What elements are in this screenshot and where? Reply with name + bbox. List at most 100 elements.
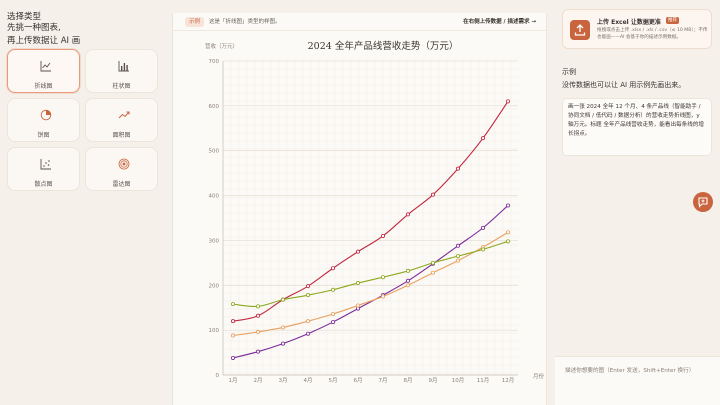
y-tick-label: 300 bbox=[209, 238, 220, 244]
data-point bbox=[330, 266, 335, 271]
data-point bbox=[281, 325, 286, 330]
y-tick-label: 600 bbox=[209, 104, 220, 110]
data-point bbox=[305, 319, 310, 324]
radar-chart-icon bbox=[118, 158, 130, 170]
x-axis-label: 月份 bbox=[533, 372, 545, 380]
chart-type-panel: 选择类型 先挑一种图表, 再上传数据让 AI 画 折线图 柱状图 饼图 面积图 … bbox=[0, 0, 163, 405]
panel-subtitle: 先挑一种图表, 再上传数据让 AI 画 bbox=[7, 22, 87, 48]
input-panel: 上传 Excel 让数据更准 推荐 拖拽或点击上传 .xlsx / .xls /… bbox=[555, 0, 720, 405]
pie-chart-icon bbox=[40, 109, 52, 121]
data-point bbox=[380, 275, 385, 280]
x-tick-label: 4月 bbox=[304, 377, 313, 384]
x-tick-label: 5月 bbox=[329, 377, 338, 384]
panel-subtitle-line2: 再上传数据让 AI 画 bbox=[7, 36, 81, 46]
chart-axes: 0 100 200 300 400 500 600 700 1月 2月 3月 4月 5月 6月 7月 8月 9月… bbox=[209, 59, 518, 384]
y-tick-label: 200 bbox=[209, 283, 220, 289]
data-point bbox=[330, 320, 335, 325]
y-tick-label: 400 bbox=[209, 194, 220, 200]
data-point bbox=[231, 355, 236, 360]
data-point bbox=[430, 260, 435, 265]
data-point bbox=[231, 302, 236, 307]
type-card-radar[interactable]: 雷达图 bbox=[85, 147, 158, 191]
data-point bbox=[505, 203, 510, 208]
upload-icon bbox=[570, 20, 590, 40]
data-point bbox=[480, 136, 485, 141]
x-tick-label: 10月 bbox=[452, 377, 465, 384]
preview-caption: 这是「折线图」类型的样图。 bbox=[209, 19, 281, 25]
data-point bbox=[256, 329, 261, 334]
data-point bbox=[305, 293, 310, 298]
upload-hint-link[interactable]: 在右侧上传数据 / 描述需求 → bbox=[463, 19, 536, 25]
line-chart: 2024 全年产品线营收走势（万元） 营收（万元） 月份 0 100 200 300 4… bbox=[205, 40, 545, 384]
x-tick-label: 8月 bbox=[404, 377, 413, 384]
x-tick-label: 3月 bbox=[279, 377, 288, 384]
data-point bbox=[330, 311, 335, 316]
data-point bbox=[281, 341, 286, 346]
data-point bbox=[256, 349, 261, 354]
chart-title: 2024 全年产品线营收走势（万元） bbox=[308, 40, 459, 52]
type-card-label: 饼图 bbox=[37, 132, 50, 139]
example-prompt-card[interactable]: 画一张 2024 全年 12 个月、4 条产品线（智能助手 / 协同文档 / 低… bbox=[562, 98, 712, 156]
data-point bbox=[281, 297, 286, 302]
bar-chart-icon bbox=[118, 61, 129, 72]
data-point bbox=[355, 249, 360, 254]
data-point bbox=[355, 281, 360, 286]
preview-panel: 示例 这是「折线图」类型的样图。 在右侧上传数据 / 描述需求 → 2024 全… bbox=[172, 13, 548, 405]
data-point bbox=[305, 284, 310, 289]
data-point bbox=[355, 303, 360, 308]
data-point bbox=[231, 333, 236, 338]
type-card-pie[interactable]: 饼图 bbox=[7, 98, 80, 142]
chart-grid bbox=[222, 60, 518, 376]
data-point bbox=[505, 99, 510, 104]
x-tick-label: 1月 bbox=[229, 377, 238, 384]
recommended-badge: 推荐 bbox=[666, 17, 679, 24]
type-card-label: 散点图 bbox=[34, 181, 53, 188]
type-card-label: 折线图 bbox=[34, 83, 53, 90]
x-tick-label: 12月 bbox=[502, 377, 515, 384]
data-point bbox=[355, 306, 360, 311]
example-heading: 示例 bbox=[562, 68, 576, 76]
area-chart-icon bbox=[118, 111, 130, 119]
data-point bbox=[380, 233, 385, 238]
upload-description: 拖拽或点击上传 .xlsx / .xls / .csv（≤ 10 MB）；不传也… bbox=[597, 28, 708, 40]
data-point bbox=[455, 166, 460, 171]
data-point bbox=[231, 319, 236, 324]
chat-add-icon bbox=[698, 197, 708, 208]
data-point bbox=[505, 239, 510, 244]
data-point bbox=[455, 258, 460, 263]
data-point bbox=[256, 313, 261, 318]
data-point bbox=[405, 268, 410, 273]
y-tick-label: 0 bbox=[216, 373, 220, 379]
x-tick-label: 2月 bbox=[254, 377, 263, 384]
chart-series bbox=[231, 99, 510, 360]
line-chart-icon bbox=[40, 61, 51, 72]
upload-title: 上传 Excel 让数据更准 bbox=[597, 19, 661, 26]
x-tick-label: 7月 bbox=[379, 377, 388, 384]
x-tick-label: 11月 bbox=[477, 377, 490, 384]
excel-upload-zone[interactable]: 上传 Excel 让数据更准 推荐 拖拽或点击上传 .xlsx / .xls /… bbox=[562, 9, 712, 49]
type-card-scatter[interactable]: 散点图 bbox=[7, 147, 80, 191]
type-card-area[interactable]: 面积图 bbox=[85, 98, 158, 142]
type-card-line[interactable]: 折线图 bbox=[7, 49, 80, 93]
type-card-label: 雷达图 bbox=[112, 181, 131, 188]
type-card-label: 柱状图 bbox=[112, 83, 131, 90]
prompt-input-bar[interactable]: 描述你想要的图（Enter 发送，Shift+Enter 换行） bbox=[555, 356, 720, 405]
series-line bbox=[232, 231, 509, 337]
y-tick-label: 100 bbox=[209, 328, 220, 334]
data-point bbox=[405, 283, 410, 288]
data-point bbox=[256, 304, 261, 309]
panel-title: 选择类型 bbox=[7, 12, 42, 22]
prompt-input-placeholder: 描述你想要的图（Enter 发送，Shift+Enter 换行） bbox=[565, 368, 695, 374]
example-badge: 示例 bbox=[185, 17, 205, 27]
x-tick-label: 9月 bbox=[429, 377, 438, 384]
data-point bbox=[330, 287, 335, 292]
type-card-bar[interactable]: 柱状图 bbox=[85, 49, 158, 93]
type-card-label: 面积图 bbox=[112, 132, 131, 139]
x-tick-label: 6月 bbox=[354, 377, 363, 384]
data-point bbox=[305, 331, 310, 336]
series-line bbox=[232, 240, 509, 308]
new-chat-button[interactable] bbox=[693, 192, 713, 212]
y-tick-label: 700 bbox=[209, 59, 220, 65]
preview-topbar: 示例 这是「折线图」类型的样图。 在右侧上传数据 / 描述需求 → bbox=[173, 13, 548, 31]
data-point bbox=[480, 247, 485, 252]
